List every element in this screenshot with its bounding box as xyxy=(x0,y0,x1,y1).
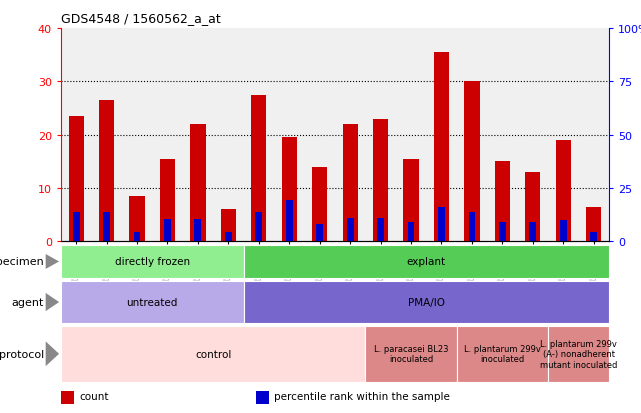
Text: PMA/IO: PMA/IO xyxy=(408,297,445,307)
Text: directly frozen: directly frozen xyxy=(115,257,190,267)
Bar xyxy=(590,232,597,242)
Bar xyxy=(586,207,601,242)
Text: L. plantarum 299v
inoculated: L. plantarum 299v inoculated xyxy=(464,344,541,363)
Bar xyxy=(160,159,175,242)
Bar xyxy=(129,197,145,242)
Bar xyxy=(434,53,449,242)
Bar xyxy=(438,208,445,242)
Bar xyxy=(342,125,358,242)
Bar xyxy=(525,173,540,242)
Bar xyxy=(464,82,479,242)
Bar xyxy=(495,162,510,242)
Bar xyxy=(529,223,537,242)
Bar xyxy=(499,223,506,242)
Bar xyxy=(103,213,110,242)
Bar xyxy=(72,213,79,242)
Bar xyxy=(69,116,84,242)
Bar xyxy=(316,225,323,242)
Bar xyxy=(469,213,476,242)
Polygon shape xyxy=(46,254,59,269)
Bar xyxy=(61,391,74,404)
Bar xyxy=(251,95,267,242)
Bar xyxy=(286,200,293,242)
Bar xyxy=(256,391,269,404)
Bar xyxy=(281,138,297,242)
Bar xyxy=(377,218,384,242)
Bar xyxy=(133,232,140,242)
Bar xyxy=(556,140,571,242)
Bar xyxy=(225,232,232,242)
Bar xyxy=(255,213,262,242)
Bar xyxy=(347,218,354,242)
Text: agent: agent xyxy=(12,297,44,307)
Bar xyxy=(312,167,328,242)
Bar xyxy=(403,159,419,242)
Polygon shape xyxy=(46,293,59,311)
Text: L. plantarum 299v
(A-) nonadherent
mutant inoculated: L. plantarum 299v (A-) nonadherent mutan… xyxy=(540,339,617,369)
Bar xyxy=(194,219,201,242)
Bar xyxy=(99,101,114,242)
Text: untreated: untreated xyxy=(126,297,178,307)
Bar xyxy=(373,119,388,242)
Text: count: count xyxy=(79,391,109,401)
Bar xyxy=(190,125,206,242)
Bar xyxy=(408,223,415,242)
Polygon shape xyxy=(46,342,59,366)
Text: protocol: protocol xyxy=(0,349,44,359)
Text: control: control xyxy=(195,349,231,359)
Text: GDS4548 / 1560562_a_at: GDS4548 / 1560562_a_at xyxy=(61,12,221,25)
Bar xyxy=(221,210,236,242)
Text: L. paracasei BL23
inoculated: L. paracasei BL23 inoculated xyxy=(374,344,448,363)
Text: explant: explant xyxy=(406,257,446,267)
Text: percentile rank within the sample: percentile rank within the sample xyxy=(274,391,450,401)
Bar xyxy=(164,219,171,242)
Text: specimen: specimen xyxy=(0,257,44,267)
Bar xyxy=(560,221,567,242)
